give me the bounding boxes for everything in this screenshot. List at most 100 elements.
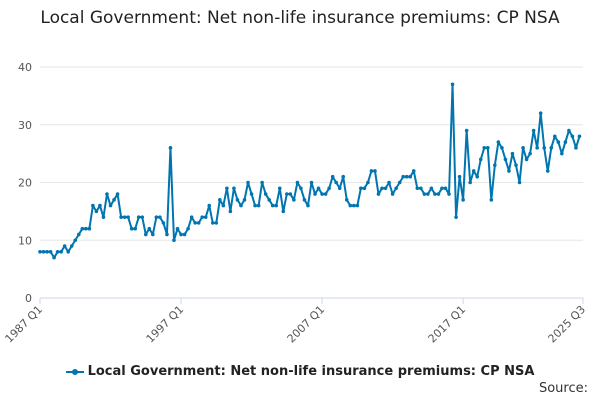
data-point xyxy=(126,215,130,219)
data-point xyxy=(66,250,71,254)
data-point xyxy=(401,174,405,179)
data-point xyxy=(239,203,243,208)
data-point xyxy=(101,215,106,219)
data-point xyxy=(165,232,169,237)
data-point xyxy=(531,128,536,133)
source-label: Source: xyxy=(538,381,588,396)
data-point xyxy=(84,226,88,231)
data-point xyxy=(175,226,180,231)
data-point xyxy=(73,238,78,243)
x-tick-label: 1987 Q1 xyxy=(3,303,46,346)
data-point xyxy=(52,255,56,260)
data-point xyxy=(302,198,307,202)
x-tick-label: 1997 Q1 xyxy=(144,303,187,346)
data-point xyxy=(235,198,240,202)
data-point xyxy=(538,111,543,115)
data-point xyxy=(496,140,501,144)
data-point xyxy=(94,209,99,214)
data-point xyxy=(348,203,353,208)
data-point xyxy=(306,203,310,208)
data-point xyxy=(323,192,328,196)
data-point xyxy=(320,192,324,196)
data-point xyxy=(253,203,257,208)
data-point xyxy=(221,203,226,208)
y-tick-label: 30 xyxy=(18,119,32,132)
data-point xyxy=(450,82,455,87)
data-point xyxy=(510,151,515,156)
data-point xyxy=(136,215,141,219)
data-point xyxy=(411,169,416,173)
data-point xyxy=(549,146,554,150)
data-point xyxy=(105,192,109,196)
data-point xyxy=(454,215,458,219)
data-point xyxy=(468,180,472,185)
data-point xyxy=(535,146,539,150)
data-point xyxy=(214,221,219,225)
data-point xyxy=(464,128,469,133)
data-point xyxy=(246,180,250,185)
data-point xyxy=(341,174,346,179)
data-point xyxy=(218,198,222,202)
data-point xyxy=(295,180,300,185)
data-point xyxy=(76,232,81,237)
data-point xyxy=(563,140,568,144)
series-line xyxy=(40,83,581,259)
data-point xyxy=(313,192,317,196)
data-point xyxy=(334,180,338,185)
data-point xyxy=(129,226,134,231)
data-point xyxy=(408,174,413,179)
data-point xyxy=(203,215,208,219)
data-point xyxy=(373,169,377,173)
data-point xyxy=(383,186,388,191)
data-point xyxy=(193,221,197,225)
data-point xyxy=(436,192,441,196)
data-point xyxy=(394,186,398,191)
data-point xyxy=(475,174,480,179)
data-point xyxy=(422,192,427,196)
data-point xyxy=(327,186,331,191)
data-point xyxy=(274,203,279,208)
data-point xyxy=(281,209,286,214)
data-point xyxy=(461,198,465,202)
data-point xyxy=(426,192,430,196)
data-point xyxy=(55,250,60,254)
data-point xyxy=(577,134,582,139)
data-point xyxy=(69,244,74,248)
data-point xyxy=(119,215,123,219)
data-point xyxy=(419,186,423,191)
data-point xyxy=(48,250,53,254)
x-tick-label: 2007 Q1 xyxy=(285,303,328,346)
data-point xyxy=(447,192,451,196)
data-point xyxy=(542,146,547,150)
data-point xyxy=(337,186,342,191)
data-point xyxy=(186,226,190,231)
data-point xyxy=(62,244,67,248)
data-point xyxy=(366,180,370,185)
y-tick-label: 10 xyxy=(18,234,32,247)
data-point xyxy=(457,174,462,179)
data-point xyxy=(210,221,215,225)
data-point xyxy=(493,163,497,167)
data-point xyxy=(560,151,564,156)
data-point xyxy=(503,157,508,162)
data-point xyxy=(552,134,557,139)
data-point xyxy=(292,198,296,202)
data-point xyxy=(200,215,204,219)
data-point xyxy=(489,198,494,202)
data-point xyxy=(147,226,152,231)
data-point xyxy=(390,192,395,196)
data-point xyxy=(352,203,356,208)
data-point xyxy=(316,186,321,191)
data-point xyxy=(404,174,409,179)
chart-legend[interactable]: Local Government: Net non-life insurance… xyxy=(0,364,600,379)
data-point xyxy=(524,157,529,162)
data-point xyxy=(249,192,254,196)
y-tick-label: 40 xyxy=(18,61,32,74)
data-point xyxy=(369,169,374,173)
data-point xyxy=(517,180,522,185)
data-point xyxy=(196,221,201,225)
data-point xyxy=(299,186,303,191)
data-point xyxy=(521,146,525,150)
y-tick-label: 0 xyxy=(25,292,32,305)
